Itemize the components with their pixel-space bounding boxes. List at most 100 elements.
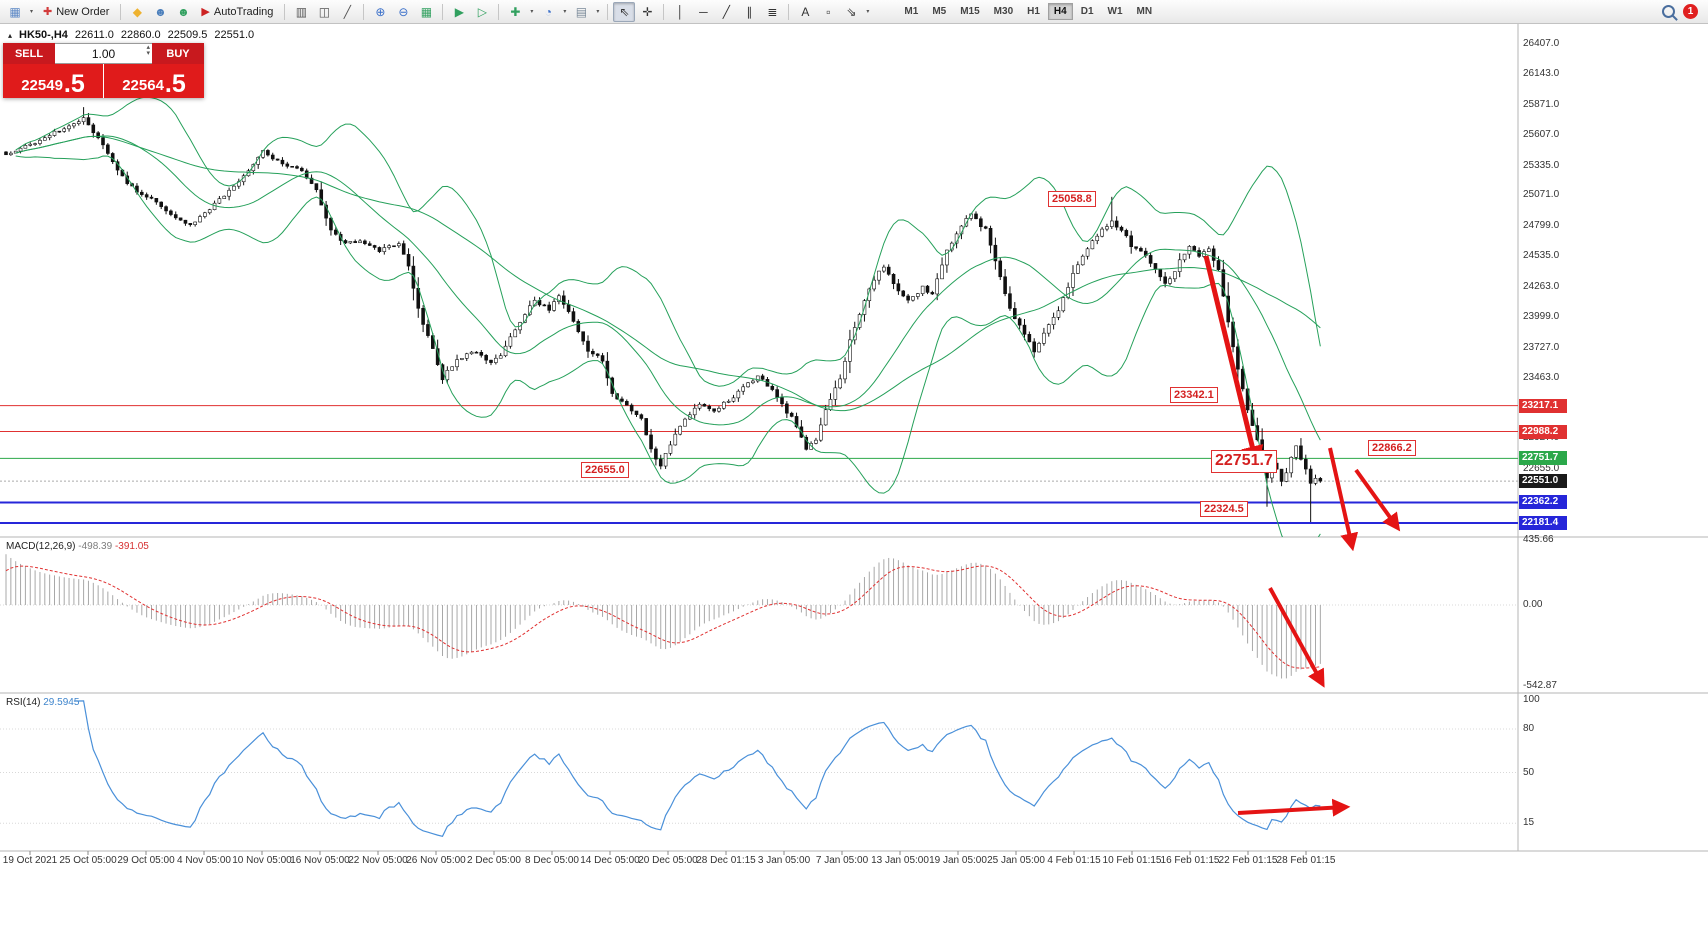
- macd-panel: [0, 554, 1518, 679]
- arrows-icon[interactable]: ⇘: [846, 4, 857, 19]
- new-order-button[interactable]: ✚ New Order: [37, 4, 115, 19]
- indicators-icon[interactable]: ✚: [510, 4, 521, 19]
- sell-button[interactable]: SELL: [3, 43, 55, 64]
- timeframe-h4[interactable]: H4: [1047, 3, 1073, 20]
- profile-icon[interactable]: ☻: [154, 4, 167, 19]
- timeframe-mn[interactable]: MN: [1136, 6, 1153, 17]
- buy-price[interactable]: 22564 .5: [104, 64, 204, 98]
- timeframe-m5[interactable]: M5: [932, 6, 947, 17]
- equidistant-channel-icon[interactable]: ∥: [746, 4, 753, 19]
- horizontal-lines[interactable]: [0, 405, 1518, 524]
- timeframe-m1[interactable]: M1: [904, 6, 919, 17]
- time-axis-label: 29 Oct 05:00: [117, 855, 175, 866]
- timeframe-m30[interactable]: M30: [993, 6, 1014, 17]
- chart-shift-icon[interactable]: ▷: [477, 4, 488, 19]
- rsi-name: RSI(14): [6, 697, 41, 708]
- toolbar-items: ▦ ▾ ✚ New Order ◆ ☻ ☻ ▶ AutoTrading ▥ ◫ ╱ ⊕ ⊖ ▦ ▶ ▷ ✚ ▾ ◔ ▾ ▤…: [4, 1, 872, 22]
- price-annotation[interactable]: 22751.7: [1211, 450, 1277, 473]
- price-axis-tag: 22751.7: [1519, 451, 1567, 466]
- price-annotation[interactable]: 25058.8: [1048, 191, 1096, 208]
- price-annotation[interactable]: 22655.0: [581, 462, 629, 479]
- text-label-icon[interactable]: ▫: [826, 4, 831, 19]
- trendline-icon[interactable]: ╱: [722, 4, 731, 19]
- volume-up-icon[interactable]: ▴: [146, 44, 150, 51]
- price-axis-label: 24263.0: [1523, 281, 1560, 293]
- time-axis-label: 14 Dec 05:00: [580, 855, 640, 866]
- trend-arrow[interactable]: [1328, 447, 1359, 552]
- timeframe-d1[interactable]: D1: [1080, 6, 1094, 17]
- timeframe-h1[interactable]: H1: [1027, 6, 1040, 17]
- rsi-axis-label: 50: [1523, 766, 1535, 778]
- notification-badge[interactable]: 1: [1683, 4, 1698, 19]
- time-axis-label: 16 Nov 05:00: [290, 855, 350, 866]
- new-chart-caret-icon[interactable]: ▾: [29, 9, 33, 15]
- buy-button[interactable]: BUY: [152, 43, 204, 64]
- periods-caret-icon[interactable]: ▾: [563, 9, 567, 15]
- sell-price[interactable]: 22549 .5: [3, 64, 103, 98]
- time-axis-label: 8 Dec 05:00: [525, 855, 579, 866]
- trend-arrow[interactable]: [1203, 255, 1264, 469]
- horizontal-line-icon[interactable]: ─: [699, 4, 708, 19]
- price-axis-label: 24535.0: [1523, 250, 1560, 262]
- trend-arrow[interactable]: [1268, 587, 1325, 688]
- toolbar: ▦ ▾ ✚ New Order ◆ ☻ ☻ ▶ AutoTrading ▥ ◫ ╱ ⊕ ⊖ ▦ ▶ ▷ ✚ ▾ ◔ ▾ ▤…: [0, 0, 1708, 24]
- price-annotation[interactable]: 23342.1: [1170, 387, 1218, 404]
- metaeditor-icon[interactable]: ◆: [132, 4, 143, 19]
- price-axis-label: 23999.0: [1523, 310, 1560, 322]
- crosshair-icon[interactable]: ✛: [642, 4, 653, 19]
- volume-field[interactable]: 1.00 ▴ ▾: [55, 43, 152, 64]
- new-chart-icon[interactable]: ▦: [9, 4, 21, 19]
- ohlc-open: 22611.0: [74, 29, 114, 41]
- community-icon[interactable]: ☻: [177, 4, 190, 19]
- auto-scroll-icon[interactable]: ▶: [454, 4, 465, 19]
- time-axis-label: 20 Dec 05:00: [638, 855, 698, 866]
- time-axis-label: 4 Nov 05:00: [177, 855, 231, 866]
- line-chart-icon[interactable]: ╱: [343, 4, 352, 19]
- candlestick-chart-icon[interactable]: ◫: [318, 4, 331, 19]
- timeframe-w1[interactable]: W1: [1107, 6, 1123, 17]
- buy-price-pips: .5: [164, 70, 186, 98]
- arrows-caret-icon[interactable]: ▾: [866, 9, 870, 15]
- bar-chart-icon[interactable]: ▥: [295, 4, 308, 19]
- trend-arrows[interactable]: [1203, 255, 1401, 817]
- trend-arrow[interactable]: [1237, 798, 1351, 817]
- toolbar-separator: [607, 3, 609, 20]
- indicators-caret-icon[interactable]: ▾: [530, 9, 534, 15]
- price-axis-tag: 23217.1: [1519, 398, 1567, 413]
- rsi-axis-label: 100: [1523, 694, 1540, 705]
- macd-axis-label: 0.00: [1523, 599, 1543, 610]
- time-axis-label: 10 Nov 05:00: [232, 855, 292, 866]
- one-click-trading-panel: SELL 1.00 ▴ ▾ BUY 22549 .5 22564 .5: [3, 43, 204, 98]
- vertical-line-icon[interactable]: │: [676, 4, 685, 19]
- volume-spinner: ▴ ▾: [146, 44, 150, 58]
- cursor-icon[interactable]: ⇖: [613, 1, 636, 22]
- volume-down-icon[interactable]: ▾: [146, 50, 150, 58]
- tile-windows-icon[interactable]: ▦: [420, 4, 433, 19]
- time-axis-label: 7 Jan 05:00: [815, 855, 869, 866]
- one-click-price-row: 22549 .5 22564 .5: [3, 64, 204, 98]
- sell-price-pips: .5: [63, 70, 85, 98]
- autotrading-button[interactable]: ▶ AutoTrading: [195, 4, 279, 19]
- trend-arrow[interactable]: [1354, 468, 1401, 532]
- templates-icon[interactable]: ▤: [575, 4, 588, 19]
- periods-icon[interactable]: ◔: [544, 4, 553, 19]
- search-icon[interactable]: [1662, 5, 1675, 18]
- one-click-toggle-icon[interactable]: ▴: [8, 30, 13, 40]
- macd-name: MACD(12,26,9): [6, 541, 76, 552]
- templates-caret-icon[interactable]: ▾: [596, 9, 600, 15]
- fibonacci-icon[interactable]: ≣: [767, 4, 778, 19]
- time-axis-label: 28 Dec 01:15: [696, 855, 756, 866]
- timeframe-m15[interactable]: M15: [960, 6, 980, 17]
- price-axis-label: 23727.0: [1523, 341, 1560, 353]
- rsi-value: 29.5945: [43, 697, 80, 708]
- price-annotation[interactable]: 22324.5: [1200, 501, 1248, 518]
- time-axis-label: 22 Feb 01:15: [1218, 855, 1278, 866]
- price-annotation[interactable]: 22866.2: [1368, 440, 1416, 457]
- zoom-in-icon[interactable]: ⊕: [375, 4, 386, 19]
- text-icon[interactable]: A: [801, 4, 810, 19]
- zoom-out-icon[interactable]: ⊖: [398, 4, 409, 19]
- toolbar-separator: [788, 3, 790, 20]
